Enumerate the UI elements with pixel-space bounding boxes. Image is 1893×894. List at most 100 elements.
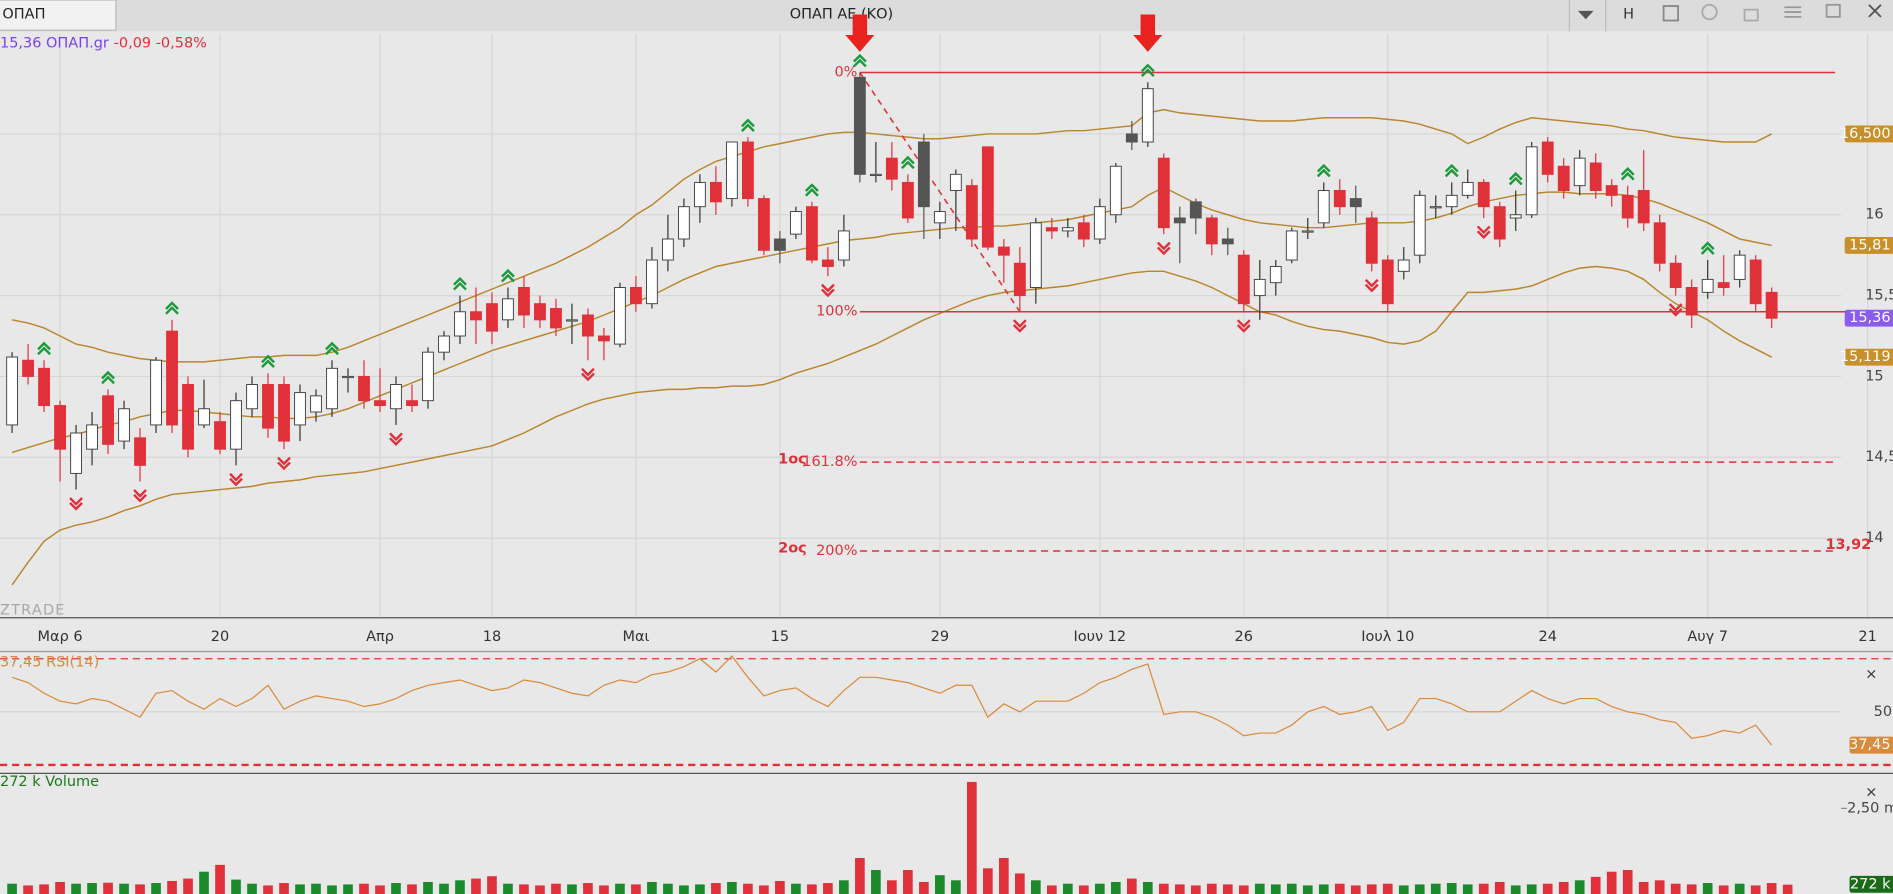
signal-up [1316, 163, 1331, 178]
candle-body [1685, 287, 1698, 316]
candle-body [70, 432, 82, 474]
candle-body [933, 211, 946, 224]
volume-bar [1238, 885, 1249, 894]
volume-bar [631, 884, 641, 894]
signal-down [581, 367, 595, 382]
volume-bar [711, 883, 721, 894]
candle-body [566, 319, 578, 322]
candle-body [1173, 217, 1186, 224]
period-button[interactable]: Η [1623, 6, 1634, 22]
volume-bar [1302, 885, 1313, 894]
volume-bar [295, 884, 305, 894]
candle-body [885, 157, 898, 180]
volume-bar [1526, 884, 1537, 894]
save-icon[interactable] [1662, 5, 1680, 22]
volume-legend: 272 k Volume [0, 774, 99, 790]
rsi-close[interactable]: × [1865, 666, 1877, 682]
volume-bar [519, 884, 529, 894]
candle-body [757, 198, 770, 251]
candle-body [1125, 133, 1138, 143]
candle-body [981, 146, 994, 248]
candle-body [901, 181, 914, 219]
candle-body [1461, 181, 1474, 196]
volume-bar [359, 883, 369, 894]
volume-bar [839, 880, 849, 894]
signal-up [1700, 241, 1715, 255]
volume-bar [1063, 883, 1073, 894]
tab-label[interactable]: ΟΠΑΠ [2, 6, 45, 22]
y-tick-label: 15,5 [1865, 288, 1893, 304]
volume-bar [583, 883, 593, 894]
signal-down [1012, 319, 1027, 333]
bollinger-lower [11, 265, 1773, 586]
x-tick-label: 21 [1858, 629, 1876, 645]
volume-bar [199, 871, 209, 894]
candle-body [118, 408, 130, 442]
rsi-tag [1849, 736, 1893, 754]
volume-bar [55, 882, 65, 894]
x-tick-label: Μαι [622, 629, 649, 645]
candle-body [1653, 222, 1666, 264]
lock-icon[interactable] [1743, 8, 1759, 22]
candle-body [1221, 238, 1234, 245]
volume-bar [903, 870, 913, 894]
volume-close[interactable]: × [1865, 785, 1877, 801]
candle-body [1637, 190, 1650, 224]
dropdown-button[interactable] [1577, 10, 1594, 20]
volume-bar [1654, 880, 1665, 894]
x-tick-label: 20 [211, 629, 229, 645]
legend-price: 15,36 ΟΠΑΠ.gr [0, 35, 109, 51]
volume-bar [1174, 884, 1185, 894]
volume-bar [1206, 883, 1217, 894]
volume-bar [1350, 885, 1361, 894]
volume-bar [231, 879, 241, 894]
volume-bar [599, 885, 609, 894]
signal-up [804, 183, 819, 197]
x-tick-label: Ιουν 12 [1074, 629, 1127, 645]
volume-bar [951, 880, 961, 894]
candle-body [662, 238, 674, 261]
close-icon[interactable] [1868, 4, 1882, 18]
volume-bar [679, 885, 689, 894]
signal-up [453, 276, 467, 291]
volume-bar [1318, 884, 1329, 894]
restore-icon[interactable] [1825, 3, 1841, 18]
candle-body [1733, 254, 1746, 280]
candle-body [1381, 259, 1394, 305]
volume-bar [535, 885, 545, 894]
candle-body [246, 384, 258, 410]
tab[interactable] [0, 0, 117, 31]
price-tag-label: 16,500 [1840, 126, 1891, 142]
volume-bar [1254, 883, 1265, 894]
volume-bar [999, 858, 1009, 894]
signal-down [277, 456, 291, 471]
candle-body [278, 384, 290, 442]
volume-bar [439, 883, 449, 894]
y-tick-label: 14,5 [1865, 449, 1893, 465]
menu-icon[interactable] [1784, 6, 1802, 18]
volume-bar [1574, 880, 1585, 894]
candle-body [1477, 181, 1490, 208]
candle-body [837, 230, 850, 261]
volume-bar [1718, 885, 1729, 894]
candle-body [805, 206, 818, 261]
candle-body [342, 375, 354, 379]
fib-label: 200% [816, 543, 857, 559]
volume-bar [167, 880, 177, 894]
volume-bar [823, 883, 833, 894]
candle-body [198, 408, 210, 426]
fib-prefix: 1ος [778, 452, 807, 468]
volume-bar [23, 885, 33, 894]
candle-body [1093, 206, 1106, 240]
comment-icon[interactable] [1701, 3, 1718, 21]
volume-bar [1462, 884, 1473, 894]
volume-bar [503, 883, 513, 894]
candle-body [1029, 222, 1042, 288]
candle-body [486, 303, 498, 332]
x-tick-label: Μαρ 6 [38, 629, 83, 645]
candle-body [422, 351, 434, 402]
candle-body [1493, 206, 1506, 240]
candle-body [326, 367, 338, 410]
volume-bar [1478, 883, 1489, 894]
price-tag [1844, 237, 1893, 254]
